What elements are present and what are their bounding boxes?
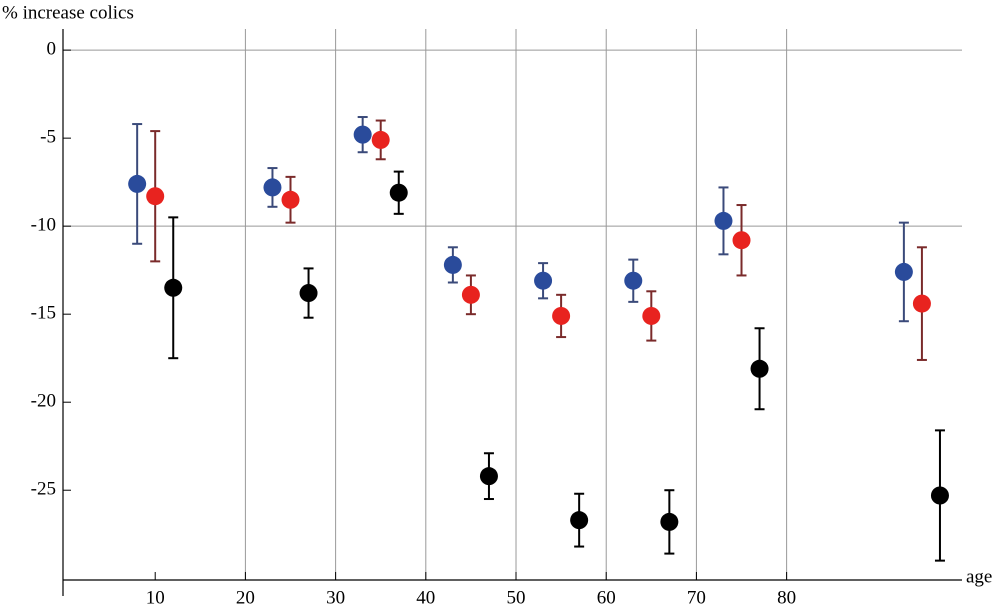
y-tick-label: -10 <box>31 215 56 236</box>
point <box>263 178 282 197</box>
point <box>714 211 733 230</box>
point <box>894 262 913 281</box>
x-tick-label: 60 <box>597 587 616 608</box>
y-tick-label: 0 <box>47 38 57 59</box>
x-axis-label: age <box>966 566 992 587</box>
point <box>624 271 643 290</box>
x-tick-label: 50 <box>507 587 526 608</box>
point <box>534 271 553 290</box>
point <box>146 187 165 206</box>
y-tick-label: -15 <box>31 303 56 324</box>
point <box>570 511 589 530</box>
point <box>642 306 661 325</box>
point <box>660 512 679 531</box>
point <box>479 467 498 486</box>
x-tick-label: 30 <box>326 587 345 608</box>
point <box>750 359 769 378</box>
x-tick-label: 20 <box>236 587 255 608</box>
point <box>930 486 949 505</box>
point <box>389 183 408 202</box>
point <box>732 231 751 250</box>
point <box>353 125 372 144</box>
point <box>912 294 931 313</box>
y-tick-label: -5 <box>40 127 56 148</box>
y-axis-label: % increase colics <box>2 2 134 23</box>
x-tick-label: 80 <box>777 587 796 608</box>
point <box>299 284 318 303</box>
point <box>443 255 462 274</box>
point <box>164 278 183 297</box>
x-tick-label: 70 <box>687 587 706 608</box>
point <box>461 285 480 304</box>
point <box>281 190 300 209</box>
y-tick-label: -25 <box>31 479 56 500</box>
y-tick-label: -20 <box>31 391 56 412</box>
point <box>552 306 571 325</box>
x-tick-label: 10 <box>146 587 165 608</box>
point <box>128 174 147 193</box>
x-tick-label: 40 <box>416 587 435 608</box>
point <box>371 130 390 149</box>
